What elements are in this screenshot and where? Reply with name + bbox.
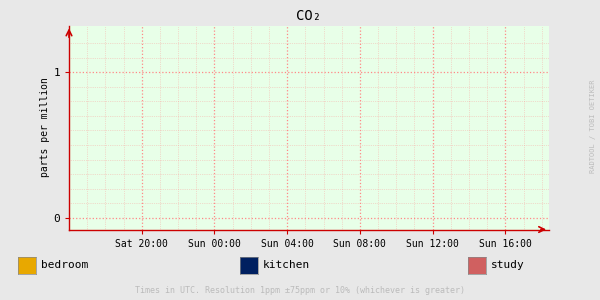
Title: CO₂: CO₂ [296, 9, 322, 23]
Text: study: study [491, 260, 524, 271]
Text: bedroom: bedroom [41, 260, 88, 271]
Text: Times in UTC. Resolution 1ppm ±75ppm or 10% (whichever is greater): Times in UTC. Resolution 1ppm ±75ppm or … [135, 286, 465, 295]
Text: kitchen: kitchen [263, 260, 310, 271]
Text: RADTOOL / TOBI OETIKER: RADTOOL / TOBI OETIKER [590, 79, 596, 173]
Y-axis label: parts per million: parts per million [40, 78, 50, 177]
